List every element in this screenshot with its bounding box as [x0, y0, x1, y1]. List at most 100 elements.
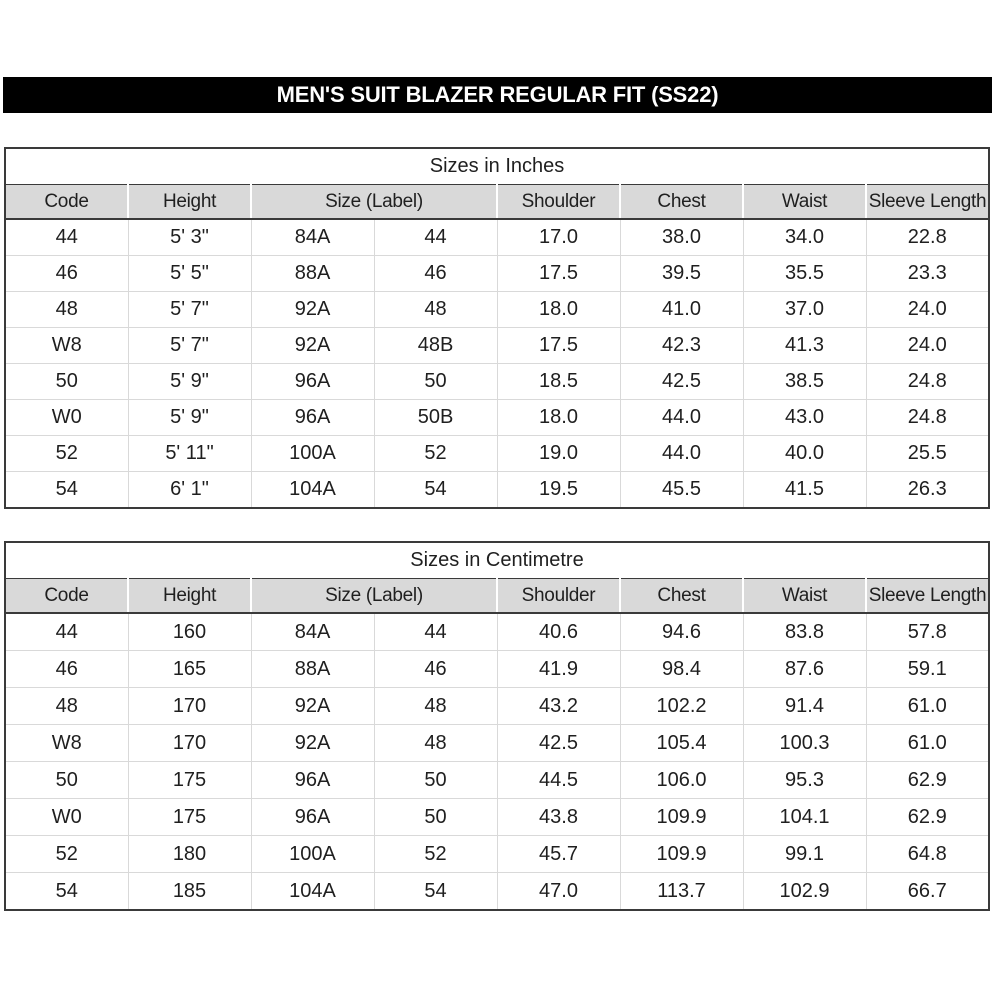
- column-header-height: Height: [127, 184, 251, 220]
- table-cell: 48B: [373, 327, 497, 364]
- table-cell: 50: [5, 761, 128, 799]
- table-cell: W0: [5, 399, 128, 436]
- table-cell: 25.5: [865, 435, 989, 472]
- table-cell: 46: [5, 255, 128, 292]
- table-cell: 105.4: [619, 724, 743, 762]
- table-cell: 104A: [250, 471, 374, 508]
- table-cell: 84A: [250, 613, 374, 651]
- table-cell: 100A: [250, 835, 374, 873]
- table-cell: 96A: [250, 363, 374, 400]
- sizes-in-inches-table: Sizes in Inches Code Height Size (Label)…: [4, 147, 990, 509]
- table-cell: 54: [373, 471, 497, 508]
- table-cell: 100A: [250, 435, 374, 472]
- table-cell: 92A: [250, 327, 374, 364]
- table-cell: 18.0: [496, 291, 620, 328]
- table-caption-inches: Sizes in Inches: [5, 148, 989, 185]
- table-cell: 95.3: [742, 761, 866, 799]
- column-header-size-label: Size (Label): [250, 578, 497, 614]
- table-cell: 54: [5, 872, 128, 910]
- table-cell: 104A: [250, 872, 374, 910]
- table-cell: 43.8: [496, 798, 620, 836]
- table-cell: 40.6: [496, 613, 620, 651]
- table-cell: 185: [127, 872, 251, 910]
- page-title-banner: MEN'S SUIT BLAZER REGULAR FIT (SS22): [3, 77, 992, 113]
- table-cell: 47.0: [496, 872, 620, 910]
- table-cell: 22.8: [865, 219, 989, 256]
- table-cell: 44: [5, 219, 128, 256]
- table-cell: 96A: [250, 761, 374, 799]
- table-cell: 102.9: [742, 872, 866, 910]
- sizes-in-centimetre-table: Sizes in Centimetre Code Height Size (La…: [4, 541, 990, 911]
- table-cell: 42.5: [619, 363, 743, 400]
- table-cell: 64.8: [865, 835, 989, 873]
- column-header-sleeve-length: Sleeve Length: [865, 578, 989, 614]
- table-row: 52 5' 11" 100A 52 19.0 44.0 40.0 25.5: [5, 435, 989, 472]
- table-cell: 6' 1": [127, 471, 251, 508]
- table-caption-row: Sizes in Centimetre: [5, 542, 989, 579]
- table-cell: 54: [5, 471, 128, 508]
- table-cell: 87.6: [742, 650, 866, 688]
- table-cell: 109.9: [619, 835, 743, 873]
- inches-table-body: 44 5' 3" 84A 44 17.0 38.0 34.0 22.8 46 5' 5" 88A 46…: [5, 219, 989, 508]
- table-cell: 17.0: [496, 219, 620, 256]
- table-row: 50 175 96A 50 44.5 106.0 95.3 62.9: [5, 761, 989, 799]
- cm-table-body: 44 160 84A 44 40.6 94.6 83.8 57.8 46 165 88A 46 41.9…: [5, 613, 989, 910]
- table-cell: 45.7: [496, 835, 620, 873]
- table-cell: 54: [373, 872, 497, 910]
- table-cell: 57.8: [865, 613, 989, 651]
- column-header-shoulder: Shoulder: [496, 184, 620, 220]
- table-cell: 88A: [250, 255, 374, 292]
- table-cell: 59.1: [865, 650, 989, 688]
- table-cell: 17.5: [496, 327, 620, 364]
- table-header-row: Code Height Size (Label) Shoulder Chest …: [5, 578, 989, 614]
- table-cell: 24.0: [865, 291, 989, 328]
- table-cell: 48: [373, 687, 497, 725]
- table-cell: 38.5: [742, 363, 866, 400]
- table-cell: 170: [127, 687, 251, 725]
- table-cell: 5' 7": [127, 327, 251, 364]
- table-cell: 175: [127, 798, 251, 836]
- table-row: W0 175 96A 50 43.8 109.9 104.1 62.9: [5, 798, 989, 836]
- table-row: 54 185 104A 54 47.0 113.7 102.9 66.7: [5, 872, 989, 910]
- column-header-shoulder: Shoulder: [496, 578, 620, 614]
- table-cell: 24.8: [865, 399, 989, 436]
- column-header-waist: Waist: [742, 184, 866, 220]
- table-cell: 96A: [250, 399, 374, 436]
- table-cell: W8: [5, 327, 128, 364]
- table-row: 50 5' 9" 96A 50 18.5 42.5 38.5 24.8: [5, 363, 989, 400]
- table-cell: 96A: [250, 798, 374, 836]
- table-cell: 41.9: [496, 650, 620, 688]
- table-cell: 18.0: [496, 399, 620, 436]
- table-row: 46 165 88A 46 41.9 98.4 87.6 59.1: [5, 650, 989, 688]
- table-cell: W8: [5, 724, 128, 762]
- table-cell: 61.0: [865, 724, 989, 762]
- table-row: 44 160 84A 44 40.6 94.6 83.8 57.8: [5, 613, 989, 651]
- table-cell: 19.0: [496, 435, 620, 472]
- table-cell: 92A: [250, 291, 374, 328]
- table-cell: 170: [127, 724, 251, 762]
- table-cell: 5' 11": [127, 435, 251, 472]
- table-cell: 50: [373, 798, 497, 836]
- table-cell: 50: [5, 363, 128, 400]
- table-cell: 109.9: [619, 798, 743, 836]
- table-cell: W0: [5, 798, 128, 836]
- column-header-code: Code: [5, 578, 128, 614]
- table-cell: 100.3: [742, 724, 866, 762]
- table-cell: 52: [5, 435, 128, 472]
- table-cell: 92A: [250, 687, 374, 725]
- table-cell: 26.3: [865, 471, 989, 508]
- table-cell: 50B: [373, 399, 497, 436]
- table-cell: 91.4: [742, 687, 866, 725]
- table-cell: 165: [127, 650, 251, 688]
- column-header-waist: Waist: [742, 578, 866, 614]
- table-cell: 39.5: [619, 255, 743, 292]
- column-header-height: Height: [127, 578, 251, 614]
- table-cell: 50: [373, 363, 497, 400]
- table-row: 44 5' 3" 84A 44 17.0 38.0 34.0 22.8: [5, 219, 989, 256]
- table-cell: 62.9: [865, 798, 989, 836]
- table-cell: 46: [373, 650, 497, 688]
- table-cell: 43.2: [496, 687, 620, 725]
- table-cell: 37.0: [742, 291, 866, 328]
- table-cell: 175: [127, 761, 251, 799]
- table-cell: 180: [127, 835, 251, 873]
